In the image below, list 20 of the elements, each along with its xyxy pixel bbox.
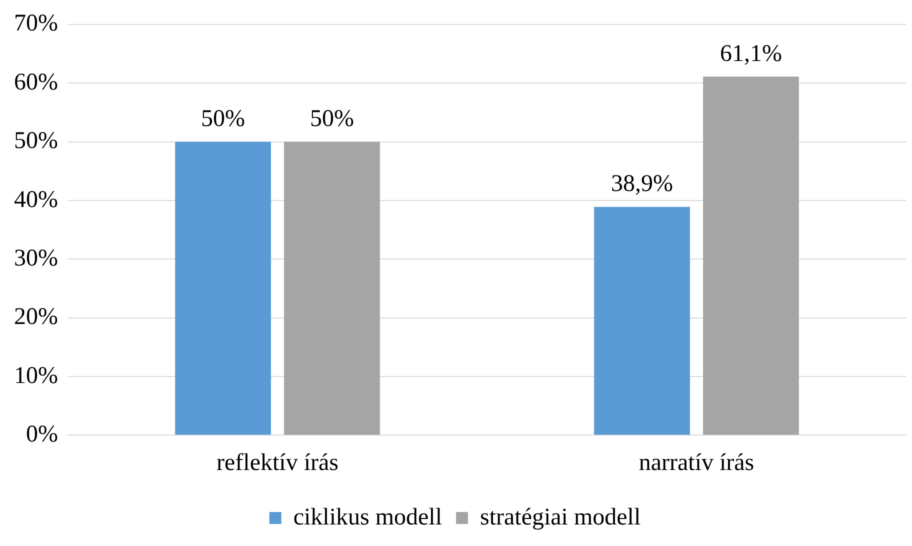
bar <box>284 142 380 435</box>
y-tick-label: 0% <box>26 421 58 448</box>
data-label: 61,1% <box>720 40 782 67</box>
bar <box>703 76 799 435</box>
legend-label: ciklikus modell <box>293 504 442 530</box>
data-label: 38,9% <box>611 171 674 198</box>
x-tick-label: narratív írás <box>638 450 754 476</box>
y-tick-label: 20% <box>14 304 58 330</box>
bar <box>175 142 271 435</box>
bar <box>594 206 690 435</box>
y-tick-label: 40% <box>14 186 58 213</box>
data-label: 50% <box>201 106 246 132</box>
y-tick-label: 10% <box>14 362 58 389</box>
legend-label: stratégiai modell <box>480 504 641 530</box>
data-label: 50% <box>310 106 354 132</box>
y-tick-label: 50% <box>14 128 58 154</box>
y-tick-label: 70% <box>14 10 58 37</box>
y-tick-label: 60% <box>14 69 58 96</box>
x-tick-label: reflektív írás <box>216 450 338 476</box>
y-tick-label: 30% <box>14 245 58 272</box>
